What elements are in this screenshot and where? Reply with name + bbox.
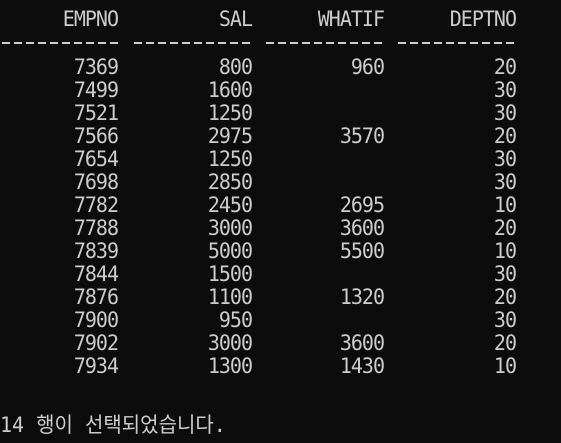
cell-empno: 7698 bbox=[73, 168, 119, 195]
cell-deptno: 30 bbox=[493, 145, 517, 172]
column-header-whatif: WHATIF bbox=[317, 5, 385, 32]
cell-whatif: 3570 bbox=[339, 122, 385, 149]
cell-whatif: 1320 bbox=[339, 283, 385, 310]
cell-empno: 7566 bbox=[73, 122, 119, 149]
cell-whatif: 1430 bbox=[339, 352, 385, 379]
cell-empno: 7900 bbox=[73, 306, 119, 333]
cell-empno: 7876 bbox=[73, 283, 119, 310]
cell-whatif: 3600 bbox=[339, 214, 385, 241]
cell-empno: 7521 bbox=[73, 99, 119, 126]
cell-deptno: 30 bbox=[493, 168, 517, 195]
cell-empno: 7654 bbox=[73, 145, 119, 172]
cell-whatif: 960 bbox=[350, 53, 385, 80]
cell-deptno: 10 bbox=[493, 237, 517, 264]
cell-deptno: 10 bbox=[493, 352, 517, 379]
cell-sal: 3000 bbox=[207, 329, 253, 356]
cell-empno: 7839 bbox=[73, 237, 119, 264]
cell-sal: 2850 bbox=[207, 168, 253, 195]
cell-empno: 7934 bbox=[73, 352, 119, 379]
cell-deptno: 20 bbox=[493, 122, 517, 149]
cell-deptno: 20 bbox=[493, 283, 517, 310]
cell-sal: 1600 bbox=[207, 76, 253, 103]
cell-sal: 1100 bbox=[207, 283, 253, 310]
cell-deptno: 30 bbox=[493, 76, 517, 103]
cell-deptno: 10 bbox=[493, 191, 517, 218]
cell-sal: 1300 bbox=[207, 352, 253, 379]
cell-deptno: 20 bbox=[493, 329, 517, 356]
cell-empno: 7902 bbox=[73, 329, 119, 356]
cell-sal: 950 bbox=[218, 306, 253, 333]
header-separator bbox=[266, 42, 384, 44]
column-header-empno: EMPNO bbox=[62, 5, 119, 32]
cell-whatif: 5500 bbox=[339, 237, 385, 264]
cell-sal: 1500 bbox=[207, 260, 253, 287]
cell-deptno: 30 bbox=[493, 306, 517, 333]
cell-deptno: 20 bbox=[493, 214, 517, 241]
column-header-sal: SAL bbox=[218, 5, 253, 32]
cell-sal: 1250 bbox=[207, 99, 253, 126]
cell-sal: 5000 bbox=[207, 237, 253, 264]
cell-whatif: 2695 bbox=[339, 191, 385, 218]
cell-deptno: 20 bbox=[493, 53, 517, 80]
header-separator bbox=[134, 42, 252, 44]
cell-empno: 7788 bbox=[73, 214, 119, 241]
cell-whatif: 3600 bbox=[339, 329, 385, 356]
rows-selected-message: 14 행이 선택되었습니다. bbox=[0, 411, 226, 438]
cell-empno: 7369 bbox=[73, 53, 119, 80]
header-separator bbox=[2, 42, 120, 44]
cell-sal: 3000 bbox=[207, 214, 253, 241]
cell-deptno: 30 bbox=[493, 260, 517, 287]
cell-sal: 2450 bbox=[207, 191, 253, 218]
cell-sal: 1250 bbox=[207, 145, 253, 172]
cell-deptno: 30 bbox=[493, 99, 517, 126]
cell-sal: 2975 bbox=[207, 122, 253, 149]
cell-empno: 7499 bbox=[73, 76, 119, 103]
cell-sal: 800 bbox=[218, 53, 253, 80]
column-header-deptno: DEPTNO bbox=[449, 5, 517, 32]
header-separator bbox=[398, 42, 516, 44]
cell-empno: 7844 bbox=[73, 260, 119, 287]
cell-empno: 7782 bbox=[73, 191, 119, 218]
